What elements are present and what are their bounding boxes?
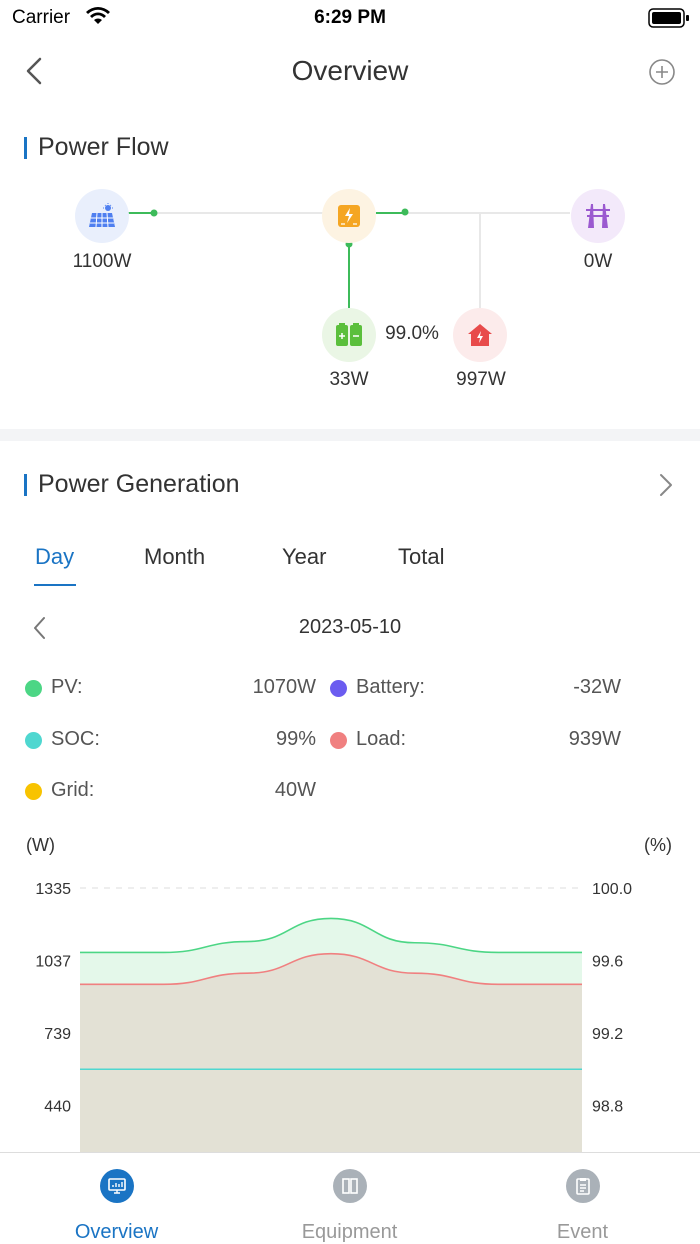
date-selector: 2023-05-10 xyxy=(0,612,700,644)
battery-status-icon xyxy=(648,8,689,28)
power-generation-title: Power Generation xyxy=(24,470,240,499)
legend-soc: SOC: 99% xyxy=(24,726,324,756)
legend-value: 40W xyxy=(274,779,316,801)
legend-load: Load: 939W xyxy=(329,726,629,756)
status-bar: Carrier 6:29 PM xyxy=(0,0,700,38)
grid-node[interactable] xyxy=(571,189,625,243)
equipment-icon xyxy=(332,1169,367,1203)
y-right-tick-label: 99.2 xyxy=(592,1026,623,1043)
legend-value: 99% xyxy=(275,728,316,750)
inverter-icon xyxy=(338,205,360,227)
tab-overview-label: Overview xyxy=(74,1221,159,1243)
load-legend-dot xyxy=(330,732,347,749)
period-tabs: Day Month Year Total xyxy=(0,544,700,590)
load-node[interactable] xyxy=(453,308,507,362)
previous-date-icon[interactable] xyxy=(30,614,50,642)
tab-year[interactable]: Year xyxy=(282,544,327,569)
back-icon[interactable] xyxy=(20,56,50,86)
solar-panel-icon xyxy=(89,203,115,228)
inverter-node[interactable] xyxy=(322,189,376,243)
clipboard-icon xyxy=(565,1169,600,1203)
battery-icon xyxy=(336,323,362,346)
pv-series-line xyxy=(79,917,582,954)
y-axis-right-label: (%) xyxy=(644,835,672,855)
grid-power-value: 0W xyxy=(583,251,613,272)
add-icon[interactable] xyxy=(648,58,676,86)
pv-legend-dot xyxy=(25,680,42,697)
soc-legend-dot xyxy=(25,732,42,749)
y-right-tick-label: 98.8 xyxy=(592,1099,623,1116)
battery-legend-dot xyxy=(330,680,347,697)
tab-event-label: Event xyxy=(556,1221,609,1243)
battery-power-value: 33W xyxy=(329,369,369,390)
power-flow-title: Power Flow xyxy=(24,133,169,162)
tab-total[interactable]: Total xyxy=(398,544,445,569)
grid-legend-dot xyxy=(25,783,42,800)
y-right-tick-label: 100.0 xyxy=(592,881,632,898)
legend-value: 1070W xyxy=(252,676,316,698)
y-left-tick-label: 739 xyxy=(44,1026,71,1043)
wifi-icon xyxy=(86,7,110,24)
y-left-tick-label: 440 xyxy=(44,1099,71,1116)
battery-node[interactable] xyxy=(322,308,376,362)
home-icon xyxy=(468,324,492,346)
power-generation-chart: (W) (%) 1335 100.0 1037 99.6 739 99.2 440 98.8 xyxy=(0,828,700,1154)
tab-day[interactable]: Day xyxy=(35,544,75,569)
load-area xyxy=(80,953,582,1154)
legend-label: Load: xyxy=(356,728,407,750)
page-title: Overview xyxy=(291,55,409,86)
legend-label: Battery: xyxy=(356,676,425,698)
grid-tower-icon xyxy=(586,204,610,228)
tab-event[interactable]: Event xyxy=(466,1153,699,1244)
tab-equipment-label: Equipment xyxy=(301,1221,398,1243)
tab-equipment[interactable]: Equipment xyxy=(233,1153,466,1244)
navigation-bar: Overview xyxy=(0,44,700,100)
legend-label: SOC: xyxy=(51,728,100,750)
tab-overview[interactable]: Overview xyxy=(0,1153,233,1244)
carrier-label: Carrier xyxy=(12,7,71,28)
section-divider xyxy=(0,429,700,441)
power-flow-diagram: 1100W 0W 99.0% 33W 997W xyxy=(0,176,700,406)
pv-node[interactable] xyxy=(75,189,129,243)
legend-pv: PV: 1070W xyxy=(24,674,324,704)
load-series-line xyxy=(80,952,582,986)
y-right-tick-label: 99.6 xyxy=(592,954,623,971)
tab-month[interactable]: Month xyxy=(144,544,206,569)
active-tab-indicator xyxy=(34,584,76,586)
pv-power-value: 1100W xyxy=(72,251,132,272)
legend-value: -32W xyxy=(573,676,621,698)
chart-svg: (W) (%) 1335 100.0 1037 99.6 739 99.2 440 98.8 xyxy=(26,835,672,1154)
monitor-icon xyxy=(99,1169,134,1203)
y-axis-left-label: (W) xyxy=(26,835,55,855)
selected-date: 2023-05-10 xyxy=(298,616,402,638)
legend-battery: Battery: -32W xyxy=(329,674,629,704)
battery-soc-value: 99.0% xyxy=(385,323,439,344)
chevron-right-icon[interactable] xyxy=(656,472,676,498)
bottom-tab-bar: Overview Equipment Event xyxy=(0,1152,700,1244)
load-power-value: 997W xyxy=(456,369,506,390)
legend-label: Grid: xyxy=(51,779,95,801)
legend-grid: Grid: 40W xyxy=(24,777,324,807)
y-left-tick-label: 1037 xyxy=(35,954,71,971)
legend-value: 939W xyxy=(568,728,621,750)
status-time: 6:29 PM xyxy=(314,7,386,28)
y-left-tick-label: 1335 xyxy=(35,881,71,898)
legend-label: PV: xyxy=(51,676,83,698)
